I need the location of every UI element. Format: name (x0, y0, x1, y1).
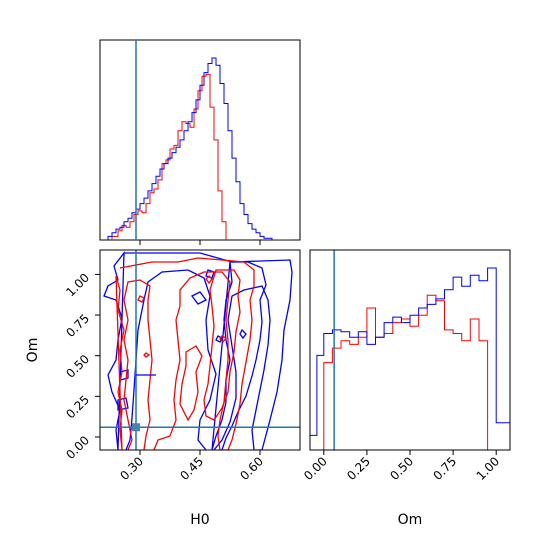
om-hist-xtick-label-1: 0.25 (344, 454, 373, 483)
om-marginal-panel: 0.00 0.25 0.50 0.75 1.00 Om (301, 249, 511, 528)
om-hist-xtick-label-3: 0.75 (430, 454, 459, 483)
contour-xtick-label-1: 0.45 (177, 454, 206, 483)
contour-ytick-label-0: 0.00 (63, 433, 92, 462)
om-axis-label-x: Om (398, 512, 423, 528)
truth-marker (132, 423, 140, 432)
h0-axis-label: H0 (190, 512, 209, 528)
h0-hist-series-0 (111, 73, 227, 240)
om-hist-xtick-label-4: 1.00 (474, 454, 503, 483)
blue-contour-outer (103, 251, 293, 450)
red-contour-small (137, 275, 227, 358)
contour-ytick-label-1: 0.25 (63, 393, 92, 422)
red-contour-inner (203, 269, 241, 421)
blue-contour-small (117, 269, 247, 411)
contour-xtick-label-0: 0.30 (117, 454, 146, 483)
contour-ytick-label-2: 0.50 (63, 352, 92, 381)
h0-marginal-panel (99, 39, 301, 245)
contour-ytick-label-4: 1.00 (63, 271, 92, 300)
h0-marginal-frame (99, 39, 301, 241)
red-contour-secondary (179, 345, 203, 422)
contour-ytick-label-3: 0.75 (63, 311, 92, 340)
om-axis-label-y: Om (25, 338, 41, 363)
om-hist-series-1 (310, 267, 510, 450)
om-hist-xtick-label-0: 0.00 (301, 454, 330, 483)
om-hist-xtick-label-2: 0.50 (387, 454, 416, 483)
contour-xtick-label-2: 0.60 (237, 454, 266, 483)
om-marginal-frame (309, 249, 511, 451)
h0-om-contour-panel: 0.30 0.45 0.60 0.00 0.25 0.50 0.75 1.00 H0 Om (25, 249, 301, 528)
